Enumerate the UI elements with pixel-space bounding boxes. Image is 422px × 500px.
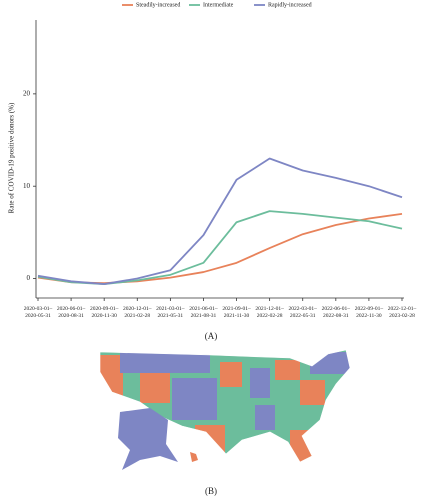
x-tick-label: 2021-03-01– 2021-05-31	[156, 306, 185, 319]
map-hawaii	[190, 452, 198, 462]
x-tick-label: 2022-09-01– 2022-11-30	[354, 306, 384, 319]
map-region	[172, 378, 217, 420]
map-region	[300, 380, 325, 405]
x-tick-label: 2021-06-01– 2021-08-31	[189, 306, 218, 319]
x-tick-label: 2020-09-01– 2020-11-30	[89, 306, 119, 319]
map-region	[195, 425, 225, 455]
map	[100, 350, 350, 462]
map-region	[120, 350, 210, 373]
x-tick-label: 2022-03-01– 2022-05-31	[288, 306, 317, 319]
map-region	[275, 360, 300, 380]
series-line	[37, 157, 403, 285]
y-tick-label: 0	[27, 274, 31, 282]
map-region	[255, 405, 275, 430]
x-tick-label: 2020-12-01– 2021-02-28	[123, 306, 152, 319]
panel-label: (A)	[205, 331, 218, 341]
series-line	[37, 213, 403, 285]
x-tick-label: 2020-03-01– 2020-05-31	[23, 306, 53, 319]
y-tick-label: 20	[23, 89, 31, 97]
map-region	[220, 362, 242, 387]
legend-label: Rapidly-increased	[268, 2, 312, 8]
panel-label: (B)	[205, 486, 217, 496]
legend-label: Intermediate	[203, 2, 234, 8]
map-region	[140, 373, 170, 403]
x-tick-label: 2022-06-01– 2022-08-31	[321, 306, 351, 319]
y-tick-label: 10	[23, 182, 31, 190]
x-tick-label: 2022-12-01– 2023-02-28	[387, 306, 417, 319]
legend-label: Steadily-increased	[136, 2, 180, 8]
map-region	[250, 368, 270, 398]
y-axis-label: Rate of COVID-19 positive donors (%)	[8, 102, 16, 213]
x-tick-label: 2020-06-01– 2020-08-31	[56, 306, 86, 319]
map-alaska	[118, 408, 178, 470]
map-region	[100, 355, 123, 405]
x-tick-label: 2021-12-01– 2022-02-28	[255, 306, 284, 319]
x-tick-label: 2021-09-01– 2021-11-30	[222, 306, 251, 319]
